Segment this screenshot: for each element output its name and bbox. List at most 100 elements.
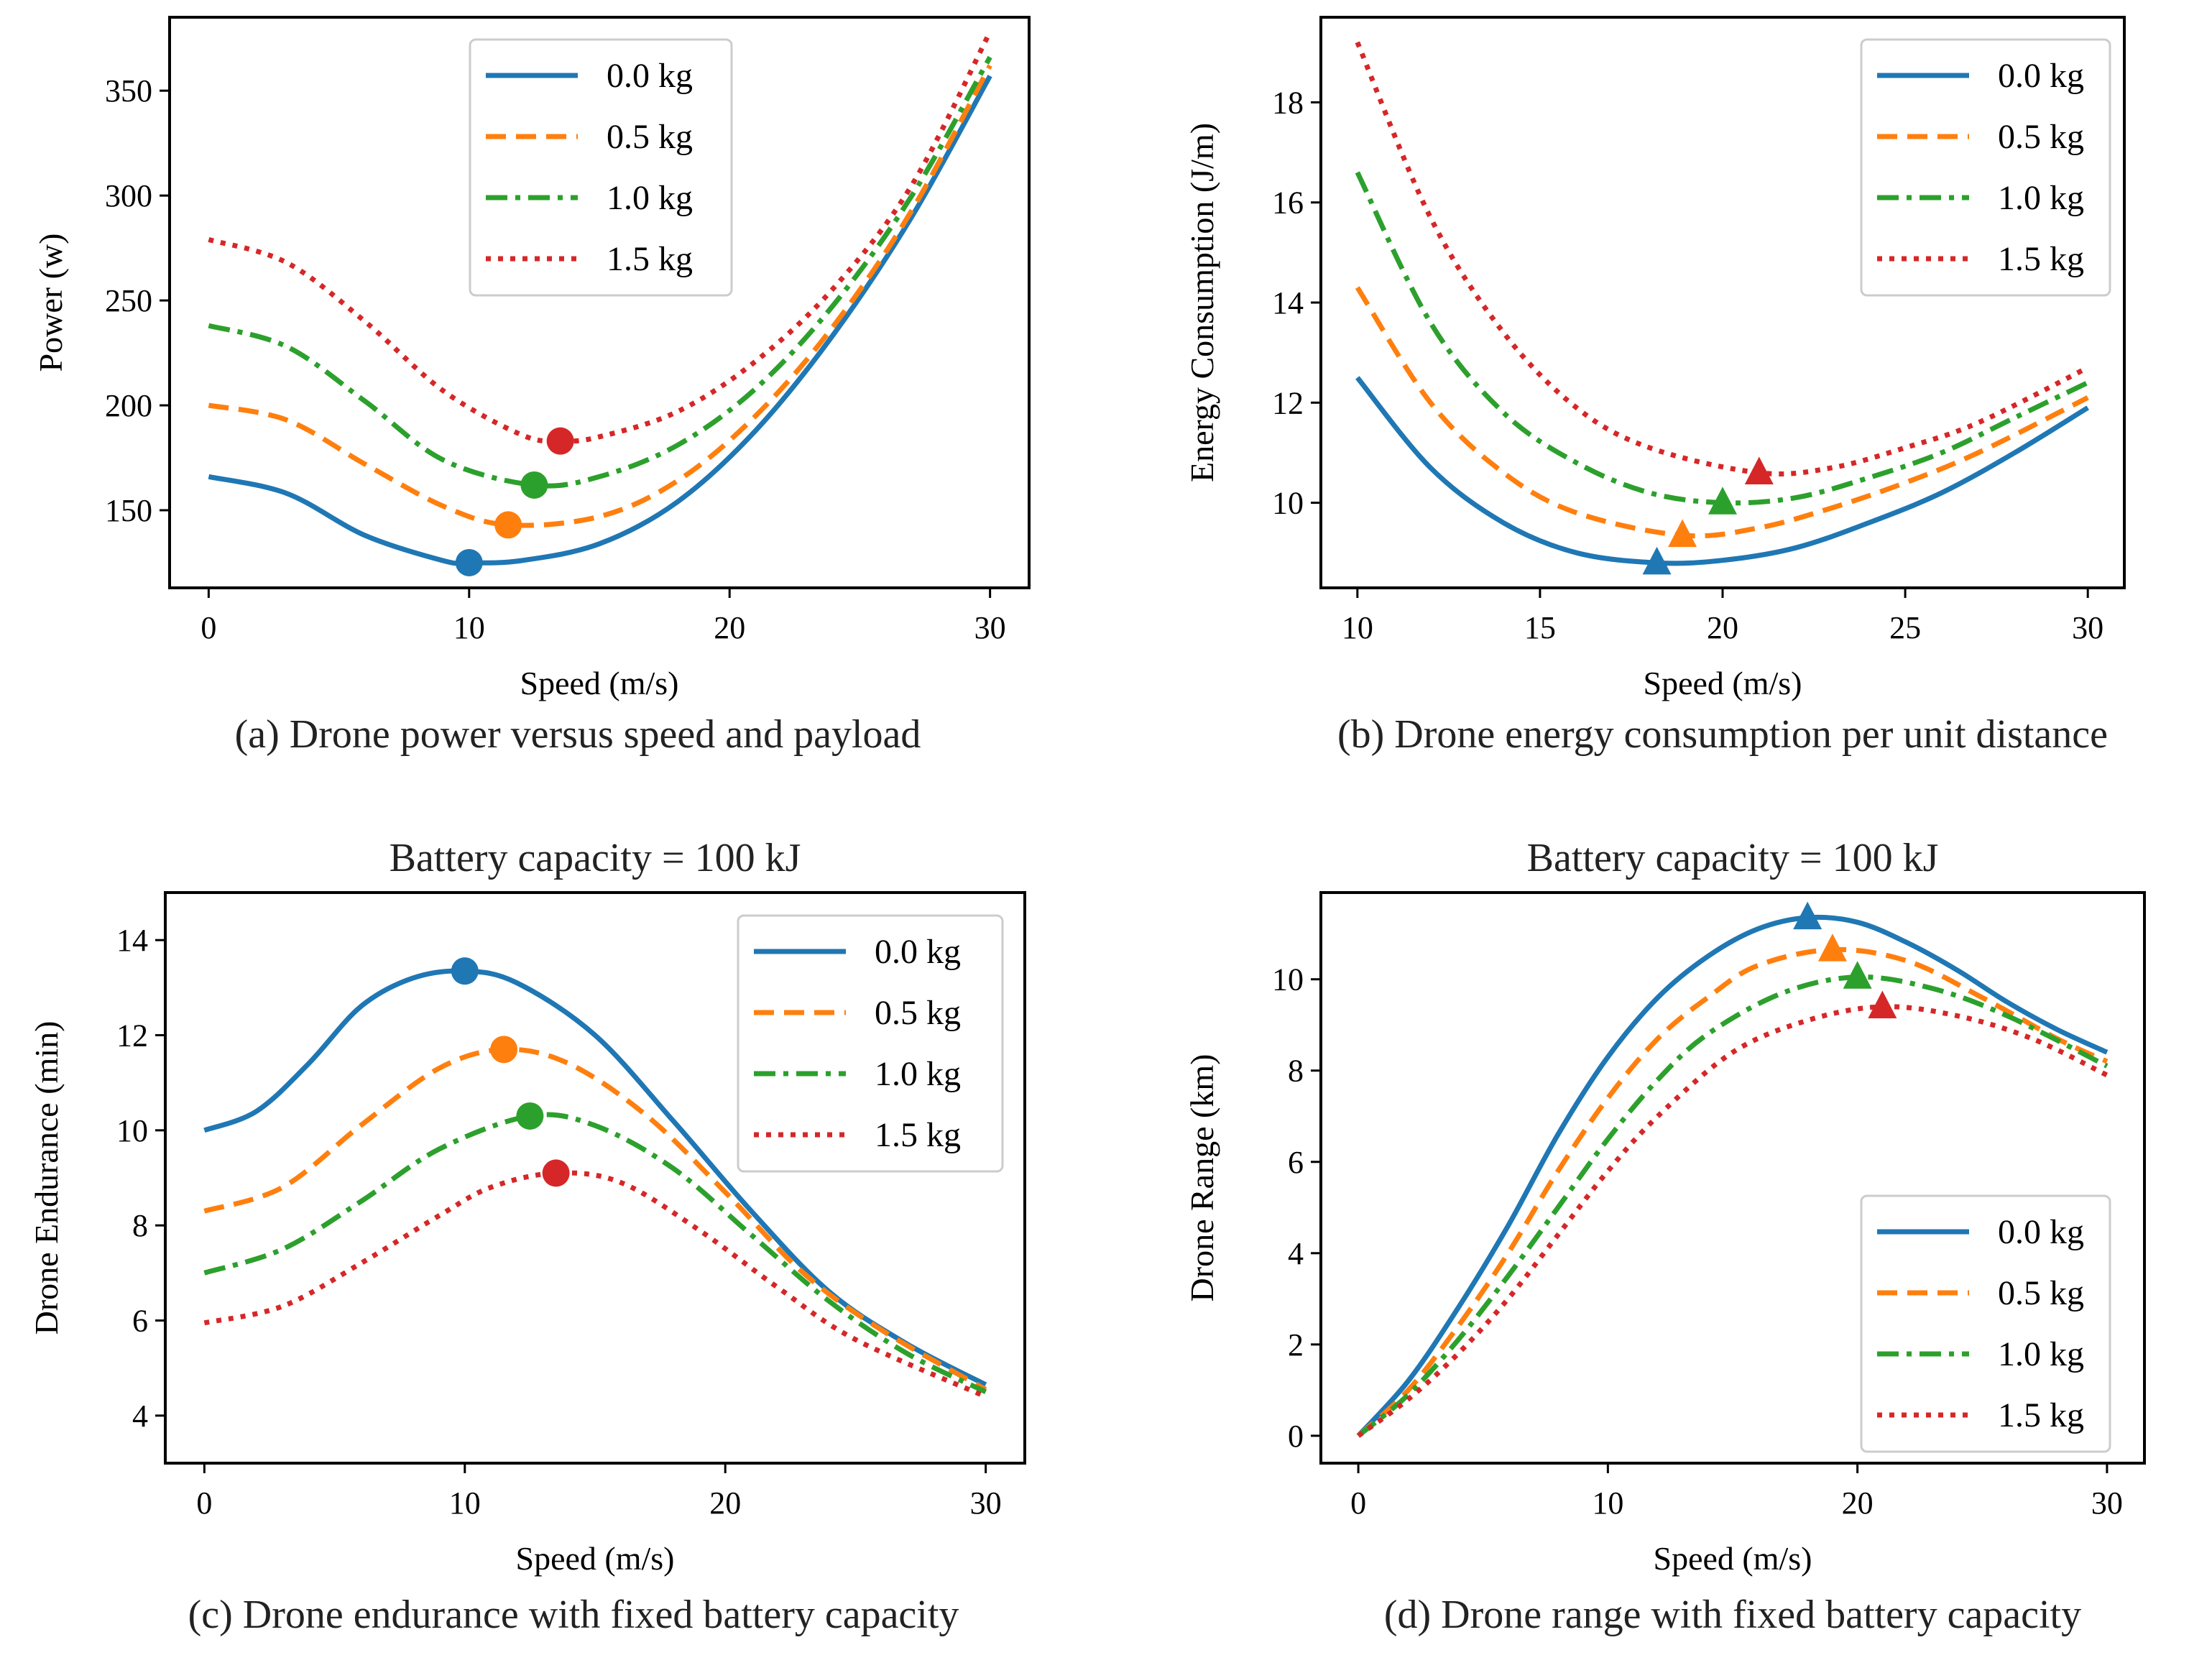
series-line xyxy=(1355,376,2090,566)
series-line xyxy=(208,30,992,444)
series-line xyxy=(203,1170,987,1399)
series-line xyxy=(1355,171,2089,506)
legend-entry: 1.5 kg xyxy=(607,240,693,278)
legend-entry: 1.5 kg xyxy=(1998,240,2084,278)
y-tick-label: 200 xyxy=(105,388,152,423)
series-line xyxy=(208,55,992,489)
y-tick-label: 250 xyxy=(105,283,152,318)
series-line xyxy=(203,1046,987,1392)
optimum-marker xyxy=(1868,990,1897,1018)
optimum-marker xyxy=(1793,901,1822,930)
x-tick-label: 10 xyxy=(1592,1485,1623,1521)
y-tick-label: 16 xyxy=(1272,185,1304,221)
x-axis-label: Speed (m/s) xyxy=(515,1540,674,1577)
y-tick-label: 150 xyxy=(105,493,152,528)
optimum-marker xyxy=(1817,934,1847,962)
panel-caption: (c) Drone endurance with fixed battery c… xyxy=(188,1593,959,1637)
y-axis-label: Drone Endurance (min) xyxy=(28,1021,65,1335)
x-tick-label: 30 xyxy=(970,1485,1002,1521)
x-tick-label: 20 xyxy=(714,610,745,645)
legend-entry: 1.0 kg xyxy=(1998,179,2084,217)
optimum-marker xyxy=(1843,961,1872,989)
y-axis-label: Drone Range (km) xyxy=(1184,1054,1220,1302)
legend-entry: 0.0 kg xyxy=(875,933,961,971)
panel-a: 0 10 20 30 150 200 250 300 350 Speed (m/s) Power (… xyxy=(32,16,1031,757)
x-tick-label: 25 xyxy=(1889,610,1921,645)
series-line xyxy=(1355,286,2089,539)
x-tick-label: 10 xyxy=(1342,610,1373,645)
legend-entry: 0.5 kg xyxy=(1998,1274,2084,1312)
legend-entry: 1.0 kg xyxy=(875,1055,961,1093)
x-tick-label: 10 xyxy=(453,610,485,645)
optimum-marker xyxy=(1642,546,1672,575)
x-tick-label: 20 xyxy=(709,1485,741,1521)
y-axis-label: Energy Consumption (J/m) xyxy=(1184,123,1220,482)
optimum-marker xyxy=(451,957,479,985)
y-tick-label: 14 xyxy=(1272,285,1304,321)
y-tick-label: 0 xyxy=(1288,1419,1304,1454)
series-line xyxy=(1357,1004,2109,1438)
x-tick-label: 0 xyxy=(196,1485,212,1521)
optimum-marker xyxy=(546,427,574,455)
x-tick-label: 10 xyxy=(449,1485,481,1521)
series-line xyxy=(1356,946,2109,1438)
panel-title: Battery capacity = 100 kJ xyxy=(390,836,801,880)
x-tick-label: 30 xyxy=(2072,610,2103,645)
legend-box xyxy=(1860,1194,2111,1453)
legend: 0.0 kg 0.5 kg 1.0 kg 1.5 kg xyxy=(1860,38,2111,297)
legend-entry: 1.5 kg xyxy=(1998,1396,2084,1434)
y-tick-label: 10 xyxy=(1272,486,1304,521)
legend-entry: 0.5 kg xyxy=(875,994,961,1032)
x-axis-label: Speed (m/s) xyxy=(1653,1540,1812,1577)
axes-frame xyxy=(164,891,1026,1465)
x-tick-label: 30 xyxy=(974,610,1006,645)
panel-caption: (d) Drone range with fixed battery capac… xyxy=(1384,1593,2081,1637)
y-tick-label: 12 xyxy=(116,1018,148,1054)
legend-entry: 1.0 kg xyxy=(607,179,693,217)
y-axis-label: Power (w) xyxy=(32,234,69,372)
optimum-marker xyxy=(542,1159,570,1187)
axes-frame xyxy=(1319,891,2146,1465)
legend-entry: 1.5 kg xyxy=(875,1116,961,1154)
series-line xyxy=(208,64,992,528)
y-tick-label: 10 xyxy=(1272,962,1304,997)
legend: 0.0 kg 0.5 kg 1.0 kg 1.5 kg xyxy=(469,38,733,297)
y-tick-label: 300 xyxy=(105,178,152,213)
x-tick-label: 30 xyxy=(2091,1485,2123,1521)
legend-box xyxy=(469,38,733,297)
x-tick-label: 20 xyxy=(1842,1485,1874,1521)
y-tick-label: 14 xyxy=(116,923,148,958)
panel-title: Battery capacity = 100 kJ xyxy=(1527,836,1939,880)
y-tick-label: 4 xyxy=(1288,1236,1304,1271)
panel-caption: (b) Drone energy consumption per unit di… xyxy=(1337,712,2108,757)
legend-entry: 0.0 kg xyxy=(607,57,693,95)
y-tick-label: 12 xyxy=(1272,385,1304,420)
legend-entry: 0.0 kg xyxy=(1998,57,2084,95)
optimum-marker xyxy=(520,471,548,499)
optimum-marker xyxy=(1668,519,1697,548)
x-tick-label: 20 xyxy=(1707,610,1738,645)
legend-box xyxy=(1860,38,2111,297)
series-line xyxy=(1356,914,2109,1438)
y-tick-label: 2 xyxy=(1288,1327,1304,1363)
legend-entry: 0.5 kg xyxy=(607,118,693,156)
panel-c: Battery capacity = 100 kJ 0 10 20 30 4 6 8 10 12 1… xyxy=(28,836,1026,1637)
x-axis-label: Speed (m/s) xyxy=(1643,665,1802,701)
panel-caption: (a) Drone power versus speed and payload xyxy=(235,712,921,757)
axes-frame xyxy=(1319,16,2126,589)
legend-entry: 0.0 kg xyxy=(1998,1213,2084,1251)
x-tick-label: 15 xyxy=(1524,610,1556,645)
x-tick-label: 0 xyxy=(1350,1485,1366,1521)
y-tick-label: 8 xyxy=(1288,1054,1304,1089)
legend: 0.0 kg 0.5 kg 1.0 kg 1.5 kg xyxy=(1860,1194,2111,1453)
legend-entry: 0.5 kg xyxy=(1998,118,2084,156)
y-tick-label: 10 xyxy=(116,1113,148,1148)
y-tick-label: 8 xyxy=(132,1208,148,1243)
x-axis-label: Speed (m/s) xyxy=(520,665,678,701)
y-tick-label: 4 xyxy=(132,1398,148,1434)
optimum-marker xyxy=(494,511,522,539)
optimum-marker xyxy=(490,1036,518,1064)
legend-entry: 1.0 kg xyxy=(1998,1335,2084,1373)
series-line xyxy=(208,75,992,566)
